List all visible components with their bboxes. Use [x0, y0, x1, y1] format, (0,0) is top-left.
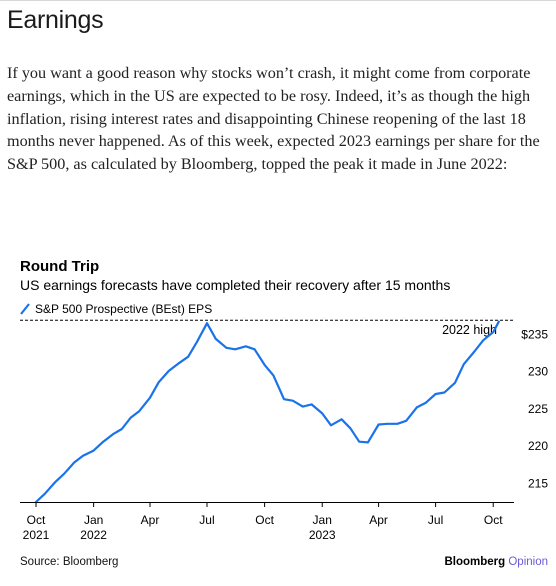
- top-divider: [0, 0, 556, 1]
- x-tick-year-label: 2023: [309, 528, 336, 542]
- section-heading: Earnings: [7, 6, 104, 34]
- x-tick-label: Oct: [255, 513, 274, 527]
- y-tick-label: 215: [528, 476, 548, 490]
- brand-sub: Opinion: [508, 556, 548, 568]
- x-tick-label: Oct: [27, 513, 46, 527]
- y-tick-label: 230: [528, 365, 548, 379]
- source-note: Source: Bloomberg: [20, 556, 119, 568]
- annotation-2022-high: 2022 high: [442, 323, 497, 337]
- x-tick-label: Jan: [84, 513, 103, 527]
- chart-legend: S&P 500 Prospective (BEst) EPS: [20, 302, 212, 316]
- x-tick-label: Apr: [369, 513, 388, 527]
- x-tick-year-label: 2021: [23, 528, 50, 542]
- series-line-eps: [34, 320, 500, 504]
- brand-main: Bloomberg: [444, 556, 506, 568]
- legend-label: S&P 500 Prospective (BEst) EPS: [35, 302, 213, 316]
- y-tick-label: $235: [521, 327, 548, 341]
- chart-subtitle: US earnings forecasts have completed the…: [20, 277, 451, 293]
- legend-line-icon: [20, 303, 30, 315]
- x-tick-label: Jul: [428, 513, 443, 527]
- x-tick-label: Jul: [199, 513, 214, 527]
- x-tick-label: Apr: [141, 513, 160, 527]
- x-tick-label: Oct: [484, 513, 503, 527]
- x-tick-year-label: 2022: [80, 528, 107, 542]
- y-tick-label: 220: [528, 439, 548, 453]
- brand-logo: Bloomberg Opinion: [444, 556, 548, 568]
- y-tick-label: 225: [528, 402, 548, 416]
- chart-title: Round Trip: [20, 258, 100, 275]
- x-tick-label: Jan: [313, 513, 332, 527]
- article-paragraph: If you want a good reason why stocks won…: [7, 64, 540, 174]
